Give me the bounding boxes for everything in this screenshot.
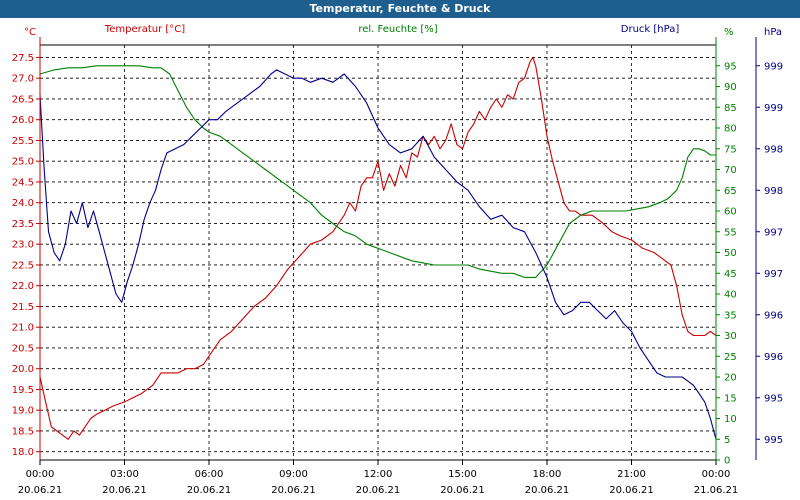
humidity-tick-label: 70 — [724, 165, 737, 176]
humidity-tick-label: 5 — [724, 435, 730, 446]
temperature-tick-label: 19.5 — [12, 385, 34, 396]
temperature-tick-label: 22.5 — [12, 260, 34, 271]
temperature-unit-label: °C — [24, 27, 36, 38]
humidity-tick-label: 20 — [724, 373, 737, 384]
x-tick-time-label: 00:00 — [702, 469, 731, 480]
humidity-tick-label: 10 — [724, 414, 737, 425]
pressure-tick-label: 997 — [764, 269, 783, 280]
x-tick-date-label: 20.06.21 — [102, 485, 147, 496]
humidity-tick-label: 60 — [724, 207, 737, 218]
x-tick-time-label: 15:00 — [448, 469, 477, 480]
humidity-tick-label: 90 — [724, 82, 737, 93]
temperature-tick-label: 19.0 — [12, 406, 34, 417]
x-tick-time-label: 03:00 — [110, 469, 139, 480]
pressure-unit-label: hPa — [764, 27, 782, 38]
x-tick-time-label: 18:00 — [533, 469, 562, 480]
x-tick-date-label: 20.06.21 — [18, 485, 63, 496]
x-tick-date-label: 20.06.21 — [440, 485, 485, 496]
humidity-tick-label: 80 — [724, 124, 737, 135]
x-tick-time-label: 12:00 — [364, 469, 393, 480]
humidity-tick-label: 15 — [724, 393, 737, 404]
humidity-tick-label: 30 — [724, 331, 737, 342]
temperature-tick-label: 18.0 — [12, 447, 34, 458]
series-line-humidity — [39, 65, 716, 278]
humidity-axis-title: rel. Feuchte [%] — [358, 24, 437, 35]
x-tick-time-label: 09:00 — [279, 469, 308, 480]
humidity-tick-label: 25 — [724, 352, 737, 363]
x-tick-date-label: 21.06.21 — [694, 485, 739, 496]
humidity-tick-label: 65 — [724, 186, 737, 197]
temperature-tick-label: 24.0 — [12, 198, 34, 209]
x-tick-time-label: 00:00 — [26, 469, 55, 480]
x-tick-time-label: 06:00 — [195, 469, 224, 480]
pressure-axis-title: Druck [hPa] — [621, 24, 680, 35]
chart-canvas: 00:00 20.06.21 03:00 20.06.21 06:00 20.06.21 0… — [12, 24, 783, 496]
humidity-tick-label: 35 — [724, 310, 737, 321]
temperature-tick-label: 25.0 — [12, 157, 34, 168]
pressure-tick-label: 997 — [764, 227, 783, 238]
temperature-tick-label: 20.5 — [12, 343, 34, 354]
x-tick-date-label: 20.06.21 — [609, 485, 654, 496]
humidity-tick-label: 0 — [724, 456, 730, 467]
chart-title: Temperatur, Feuchte & Druck — [0, 0, 800, 18]
humidity-tick-label: 45 — [724, 269, 737, 280]
pressure-tick-label: 995 — [764, 435, 783, 446]
pressure-tick-label: 996 — [764, 310, 783, 321]
pressure-tick-label: 996 — [764, 352, 783, 363]
humidity-tick-label: 50 — [724, 248, 737, 259]
temperature-tick-label: 22.0 — [12, 281, 34, 292]
temperature-tick-label: 23.0 — [12, 240, 34, 251]
temperature-tick-label: 26.0 — [12, 115, 34, 126]
pressure-tick-label: 995 — [764, 393, 783, 404]
series-line-pressure — [39, 69, 717, 440]
temperature-tick-label: 21.5 — [12, 302, 34, 313]
temperature-tick-label: 25.5 — [12, 136, 34, 147]
humidity-tick-label: 95 — [724, 61, 737, 72]
temperature-axis-title: Temperatur [°C] — [104, 24, 185, 35]
x-tick-date-label: 20.06.21 — [271, 485, 316, 496]
temperature-tick-label: 18.5 — [12, 426, 34, 437]
humidity-tick-label: 85 — [724, 103, 737, 114]
x-tick-time-label: 21:00 — [617, 469, 646, 480]
x-tick-date-label: 20.06.21 — [525, 485, 570, 496]
humidity-unit-label: % — [724, 27, 734, 38]
pressure-tick-label: 998 — [764, 144, 783, 155]
temperature-tick-label: 27.5 — [12, 53, 34, 64]
x-tick-date-label: 20.06.21 — [356, 485, 401, 496]
pressure-tick-label: 999 — [764, 103, 783, 114]
grid-lines — [39, 44, 717, 461]
temperature-tick-label: 24.5 — [12, 177, 34, 188]
pressure-tick-label: 998 — [764, 186, 783, 197]
temperature-tick-label: 21.0 — [12, 323, 34, 334]
humidity-tick-label: 55 — [724, 227, 737, 238]
series-layer — [39, 56, 717, 440]
axes: 00:00 20.06.21 03:00 20.06.21 06:00 20.06.21 0… — [12, 24, 783, 496]
temperature-tick-label: 26.5 — [12, 94, 34, 105]
pressure-tick-label: 999 — [764, 61, 783, 72]
temperature-tick-label: 20.0 — [12, 364, 34, 375]
temperature-tick-label: 27.0 — [12, 74, 34, 85]
x-tick-date-label: 20.06.21 — [187, 485, 232, 496]
humidity-tick-label: 40 — [724, 290, 737, 301]
humidity-tick-label: 75 — [724, 144, 737, 155]
temperature-tick-label: 23.5 — [12, 219, 34, 230]
